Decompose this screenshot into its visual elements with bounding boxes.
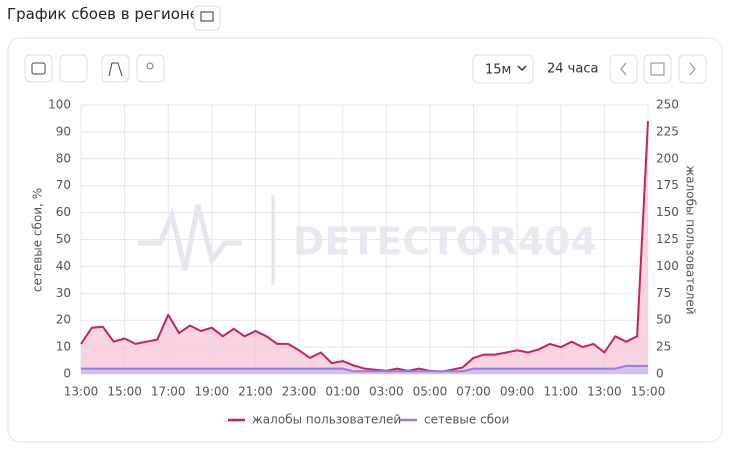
series-area — [81, 121, 648, 374]
legend-label: сетевые сбои — [424, 413, 509, 427]
interval-select[interactable] — [472, 54, 534, 84]
x-tick-label: 11:00 — [543, 385, 578, 399]
series-line — [80, 121, 649, 373]
x-tick-label: 15:00 — [107, 385, 142, 399]
calendar-button[interactable] — [643, 54, 672, 84]
y-tick-label: 70 — [56, 178, 71, 192]
y-tick-label: 60 — [56, 205, 71, 219]
x-tick-label: 21:00 — [238, 385, 273, 399]
y2-axis-label: жалобы пользователей — [684, 165, 698, 314]
y2-tick-label: 75 — [656, 286, 671, 300]
y-tick-label: 80 — [56, 151, 71, 165]
x-tick-label: 19:00 — [195, 385, 230, 399]
grid-button[interactable] — [59, 54, 88, 83]
y2-tick-label: 50 — [656, 313, 671, 327]
y2-tick-label: 225 — [656, 124, 679, 138]
x-tick-label: 05:00 — [413, 385, 448, 399]
y2-tick-label: 0 — [656, 367, 664, 381]
x-tick-label: 01:00 — [325, 385, 360, 399]
y2-tick-label: 200 — [656, 151, 679, 165]
y2-tick-label: 100 — [656, 259, 679, 273]
x-tick-label: 07:00 — [456, 385, 491, 399]
x-tick-label: 13:00 — [587, 385, 622, 399]
calendar-icon — [650, 62, 665, 76]
y2-tick-label: 175 — [656, 178, 679, 192]
chart-icon — [108, 62, 123, 77]
chevron — [517, 65, 527, 72]
page-title: График сбоев в регионе — [7, 5, 199, 23]
plot: 0 10 20 30 40 50 60 70 80 90 100 0 25 50 75 100 125 150 17… — [31, 98, 698, 427]
next-icon — [689, 62, 696, 76]
y-tick-label: 40 — [56, 259, 71, 273]
y-tick-label: 30 — [56, 286, 71, 300]
range-label: 24 часа — [547, 62, 598, 77]
y-tick-label: 50 — [56, 232, 71, 246]
x-tick-label: 17:00 — [151, 385, 186, 399]
camera-button[interactable] — [24, 54, 53, 83]
x-tick-label: 03:00 — [369, 385, 404, 399]
tv-button[interactable] — [193, 5, 221, 31]
x-tick-label: 23:00 — [282, 385, 317, 399]
y-tick-label: 20 — [56, 313, 71, 327]
prev-icon — [620, 62, 627, 76]
y2-tick-label: 250 — [656, 98, 679, 112]
chart-button[interactable] — [101, 54, 130, 83]
x-tick-label: 13:00 — [64, 385, 99, 399]
watermark: DETECTOR404 — [293, 220, 597, 264]
series-line — [81, 364, 648, 373]
prev-button[interactable] — [609, 54, 638, 84]
interval-value: 15м — [485, 63, 511, 78]
y2-tick-label: 25 — [656, 340, 671, 354]
series-area — [81, 365, 648, 374]
tv-icon — [200, 11, 214, 22]
y-axis-label: сетевые сбои, % — [31, 188, 45, 292]
y-tick-label: 0 — [63, 367, 71, 381]
y2-tick-label: 150 — [656, 205, 679, 219]
y2-tick-label: 125 — [656, 232, 679, 246]
watermark-icon — [138, 204, 242, 271]
y-tick-label: 10 — [56, 340, 71, 354]
x-tick-label: 15:00 — [631, 385, 666, 399]
y-tick-label: 100 — [48, 98, 71, 112]
y-tick-label: 90 — [56, 124, 71, 138]
next-button[interactable] — [678, 54, 707, 84]
legend-label: жалобы пользователей — [252, 413, 401, 427]
user-icon — [146, 62, 154, 70]
x-tick-label: 09:00 — [500, 385, 535, 399]
camera-icon — [31, 62, 46, 75]
